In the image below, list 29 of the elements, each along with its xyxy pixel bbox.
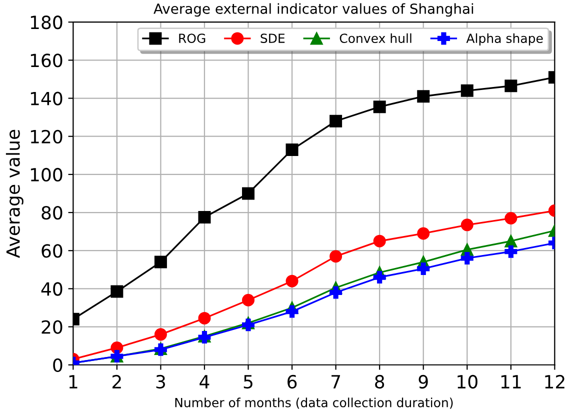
legend-label: Alpha shape (466, 33, 543, 46)
legend-label: ROG (179, 34, 206, 44)
legend-label: Convex hull (340, 33, 412, 44)
x-tick-label: 5 (244, 375, 252, 389)
x-tick-label: 10 (458, 374, 478, 389)
x-tick-label: 4 (200, 375, 210, 388)
x-tick-label: 11 (501, 375, 521, 388)
x-tick-label: 9 (418, 374, 428, 389)
chart-title: Average external indicator values of Shanghai (154, 3, 474, 17)
y-tick-label: 120 (30, 130, 62, 144)
x-tick-label: 6 (288, 374, 297, 389)
x-tick-label: 3 (156, 374, 165, 389)
y-tick-label: 20 (42, 320, 62, 334)
y-tick-label: 80 (42, 206, 62, 220)
x-tick-label: 1 (69, 375, 78, 388)
x-tick-label: 2 (112, 374, 121, 388)
y-tick-label: 60 (42, 244, 62, 258)
y-tick-label: 180 (30, 16, 62, 30)
y-tick-label: 140 (30, 92, 62, 106)
y-tick-label: 160 (30, 54, 62, 68)
y-tick-label: 0 (53, 358, 62, 372)
y-axis-title: Average value (6, 130, 24, 258)
legend-label: SDE (260, 34, 285, 44)
y-tick-label: 40 (41, 282, 62, 296)
x-tick-label: 7 (332, 375, 340, 388)
x-axis-title: Number of months (data collection duration) (175, 398, 453, 409)
x-tick-label: 12 (545, 374, 564, 388)
x-tick-label: 8 (375, 374, 384, 389)
y-tick-label: 100 (30, 168, 62, 182)
